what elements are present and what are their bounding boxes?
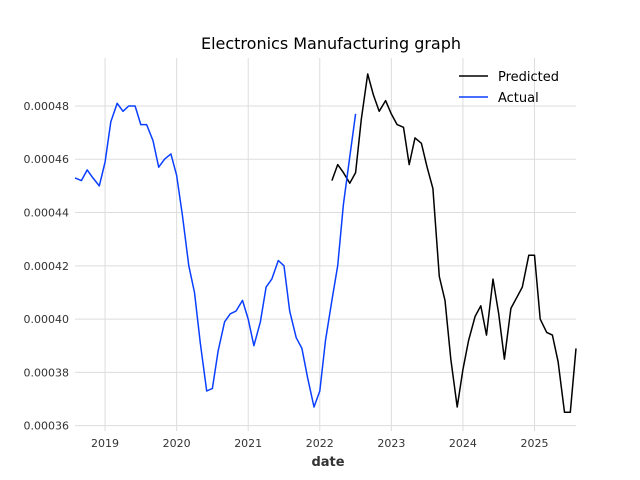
series-line-actual <box>74 102 357 408</box>
series-lines <box>74 73 577 414</box>
y-tick-label: 0.00048 <box>24 100 70 113</box>
x-tick-label: 2020 <box>163 437 191 450</box>
x-tick-label: 2022 <box>306 437 334 450</box>
series-line-predicted <box>331 73 577 414</box>
x-tick-label: 2024 <box>449 437 477 450</box>
chart-title: Electronics Manufacturing graph <box>201 34 461 53</box>
legend-label-predicted: Predicted <box>498 70 559 85</box>
legend: Predicted Actual <box>459 70 559 106</box>
y-tick-label: 0.00046 <box>24 153 70 166</box>
gridlines <box>75 58 576 431</box>
y-tick-label: 0.00040 <box>24 313 70 326</box>
y-tick-label: 0.00038 <box>24 366 70 379</box>
x-tick-label: 2025 <box>520 437 548 450</box>
y-tick-label: 0.00036 <box>24 420 70 433</box>
y-tick-label: 0.00044 <box>24 207 70 220</box>
x-tick-label: 2021 <box>234 437 262 450</box>
x-tick-label: 2023 <box>377 437 405 450</box>
x-axis-label: date <box>311 455 344 470</box>
axes: 2019 2020 2021 2022 2023 2024 2025 0.00036 0.000… <box>24 100 549 450</box>
x-tick-label: 2019 <box>91 437 119 450</box>
legend-label-actual: Actual <box>498 91 539 106</box>
y-tick-label: 0.00042 <box>24 260 70 273</box>
